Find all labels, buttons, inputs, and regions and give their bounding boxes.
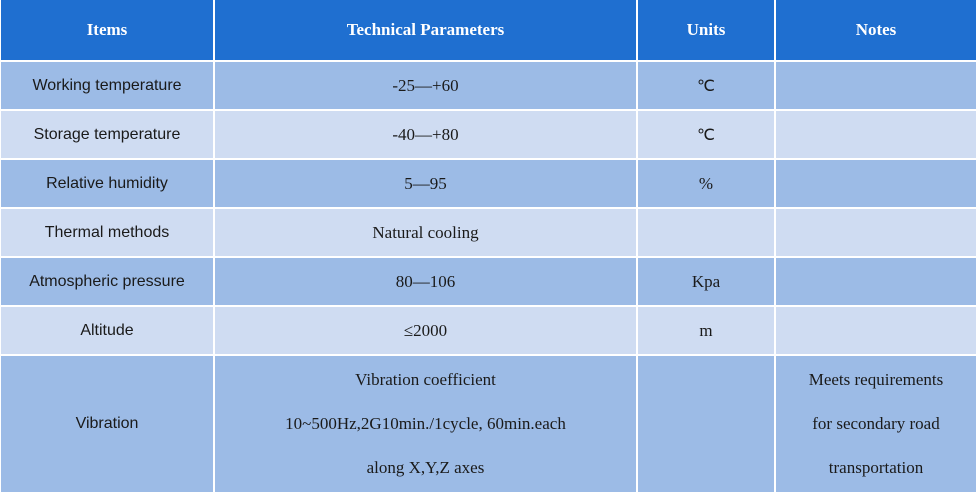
note-cell	[775, 306, 976, 356]
note-cell	[775, 61, 976, 111]
unit-cell: Kpa	[637, 257, 776, 307]
parameter-cell: 5—95	[214, 159, 638, 209]
unit-cell: ℃	[637, 61, 776, 111]
parameter-cell: -40—+80	[214, 110, 638, 160]
item-cell: Relative humidity	[1, 159, 215, 209]
table-row: Atmospheric pressure 80—106 Kpa	[1, 257, 976, 307]
item-cell: Working temperature	[1, 61, 215, 111]
unit-cell: %	[637, 159, 776, 209]
unit-cell: ℃	[637, 110, 776, 160]
note-line: for secondary road	[812, 414, 940, 433]
item-cell: Storage temperature	[1, 110, 215, 160]
item-cell: Vibration	[1, 355, 215, 494]
item-cell: Thermal methods	[1, 208, 215, 258]
parameter-line: along X,Y,Z axes	[366, 458, 485, 477]
header-units: Units	[637, 0, 776, 62]
parameter-cell: Vibration coefficient 10~500Hz,2G10min./…	[214, 355, 638, 494]
parameter-cell: ≤2000	[214, 306, 638, 356]
header-notes: Notes	[775, 0, 976, 62]
parameter-cell: 80—106	[214, 257, 638, 307]
parameter-cell: Natural cooling	[214, 208, 638, 258]
note-cell: Meets requirements for secondary road tr…	[775, 355, 976, 494]
table-row: Working temperature -25—+60 ℃	[1, 61, 976, 111]
note-line: Meets requirements	[808, 370, 944, 389]
note-line: transportation	[828, 458, 924, 477]
table-row: Altitude ≤2000 m	[1, 306, 976, 356]
unit-cell	[637, 355, 776, 494]
note-cell	[775, 208, 976, 258]
item-cell: Altitude	[1, 306, 215, 356]
header-items: Items	[1, 0, 215, 62]
note-cell	[775, 159, 976, 209]
note-cell	[775, 257, 976, 307]
table-row: Thermal methods Natural cooling	[1, 208, 976, 258]
table-row-vibration: Vibration Vibration coefficient 10~500Hz…	[1, 355, 976, 494]
parameter-cell: -25—+60	[214, 61, 638, 111]
unit-cell	[637, 208, 776, 258]
item-cell: Atmospheric pressure	[1, 257, 215, 307]
table-row: Relative humidity 5—95 %	[1, 159, 976, 209]
parameter-line: Vibration coefficient	[355, 370, 496, 389]
table-row: Storage temperature -40—+80 ℃	[1, 110, 976, 160]
table-header-row: Items Technical Parameters Units Notes	[1, 0, 976, 62]
parameter-line: 10~500Hz,2G10min./1cycle, 60min.each	[285, 414, 566, 433]
unit-cell: m	[637, 306, 776, 356]
header-technical-parameters: Technical Parameters	[214, 0, 638, 62]
note-cell	[775, 110, 976, 160]
